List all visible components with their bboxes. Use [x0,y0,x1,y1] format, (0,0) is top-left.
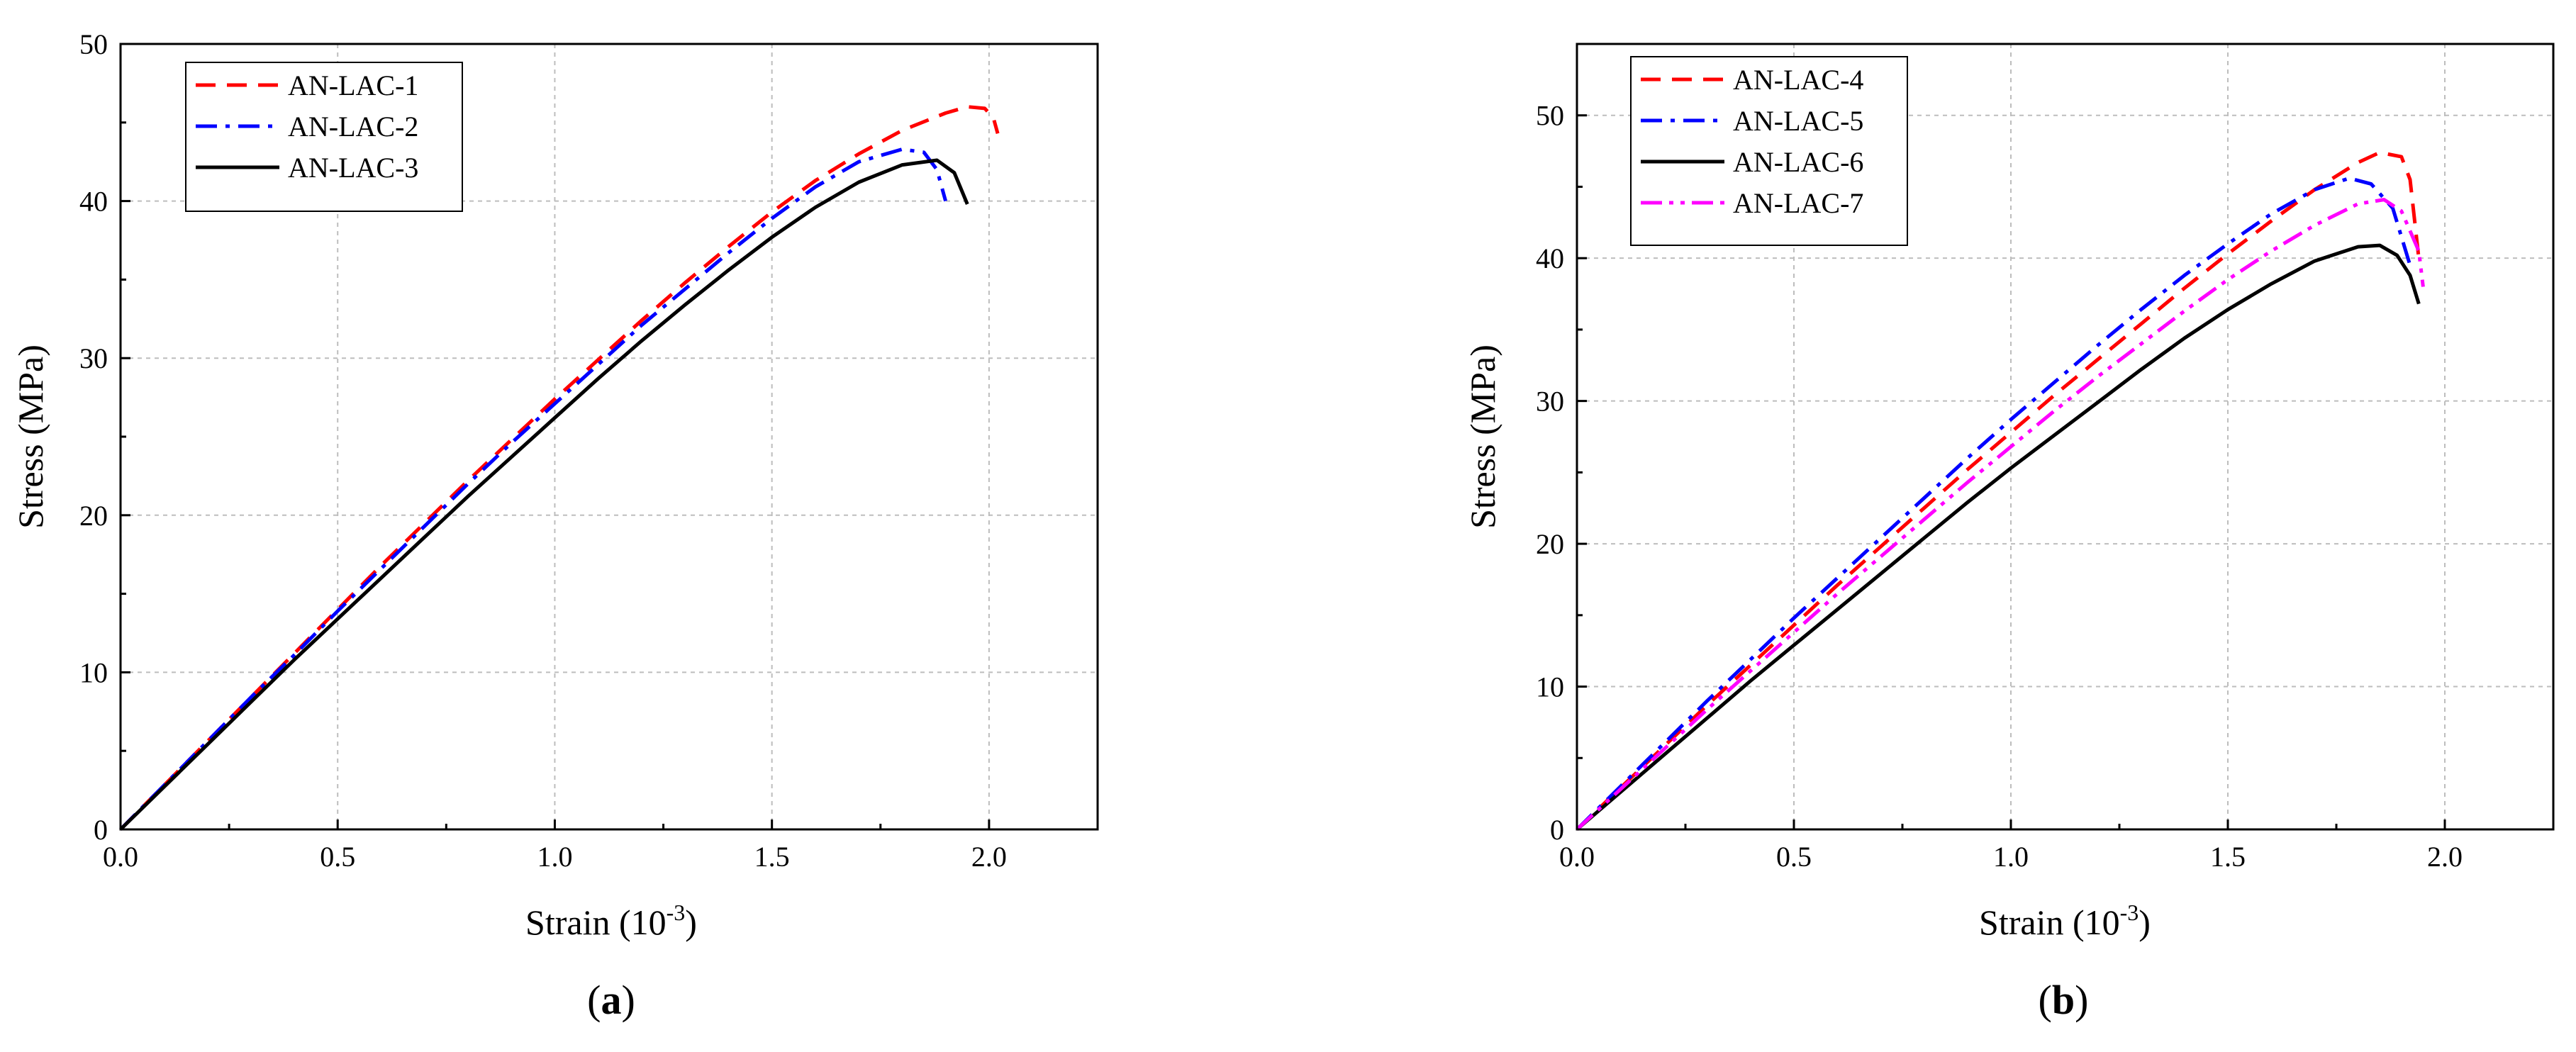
x-axis-title: Strain (10-3) [1979,900,2151,942]
y-tick-label: 0 [1550,814,1564,846]
legend-label-an-lac-2: AN-LAC-2 [288,111,418,142]
y-tick-label: 0 [94,814,108,846]
series-line-an-lac-6 [1576,243,2421,831]
y-tick-label: 40 [79,186,108,218]
series-line-an-lac-5 [1576,176,2412,831]
y-axis-title: Stress (MPa) [11,345,50,529]
series-line-an-lac-3 [119,158,969,831]
series-line-an-lac-7 [1576,198,2425,831]
x-tick-label: 0.0 [1559,841,1595,873]
x-tick-label: 0.0 [103,841,138,873]
panel-label: (a) [587,977,635,1023]
legend-box [185,62,463,212]
x-tick-label: 0.5 [320,841,355,873]
y-tick-label: 20 [1536,528,1564,560]
legend: AN-LAC-1 AN-LAC-2 AN-LAC-3 [185,62,463,212]
y-axis-title: Stress (MPa) [1463,345,1502,529]
y-tick-label: 10 [79,656,108,688]
legend-box [1630,56,1908,246]
legend-label-an-lac-6: AN-LAC-6 [1733,146,1863,178]
y-tick-label: 20 [79,500,108,532]
series-line-an-lac-2 [119,147,948,831]
chart-panel-a: 0.0 0.5 1.0 1.5 2.0 0 10 20 30 40 50 Strain (10-3) S… [11,28,1099,1023]
x-tick-label: 1.5 [754,841,790,873]
legend-label-an-lac-1: AN-LAC-1 [288,69,418,101]
y-tick-label: 30 [1536,386,1564,418]
legend-label-an-lac-5: AN-LAC-5 [1733,105,1863,137]
x-tick-label: 1.5 [2210,841,2246,873]
y-tick-label: 40 [1536,242,1564,274]
y-tick-label: 50 [1536,100,1564,132]
series-line-an-lac-1 [119,105,1000,831]
x-tick-label: 1.0 [537,841,572,873]
plot-frame [1576,43,2555,831]
legend-label-an-lac-7: AN-LAC-7 [1733,187,1863,219]
x-axis-title: Strain (10-3) [525,900,697,942]
y-tick-label: 10 [1536,671,1564,703]
panel-label: (b) [2039,977,2089,1023]
legend: AN-LAC-4 AN-LAC-5 AN-LAC-6 AN-LAC-7 [1630,56,1908,246]
series-line-an-lac-4 [1576,150,2421,831]
x-tick-label: 1.0 [1993,841,2029,873]
x-tick-label: 2.0 [2427,841,2463,873]
y-tick-label: 50 [79,28,108,60]
x-tick-label: 0.5 [1776,841,1812,873]
legend-label-an-lac-4: AN-LAC-4 [1733,64,1863,96]
y-tick-label: 30 [79,342,108,374]
x-tick-label: 2.0 [971,841,1007,873]
chart-panel-b: 0.0 0.5 1.0 1.5 2.0 0 10 20 30 40 50 Strain (10-3) S… [1463,43,2555,1023]
legend-label-an-lac-3: AN-LAC-3 [288,152,418,184]
